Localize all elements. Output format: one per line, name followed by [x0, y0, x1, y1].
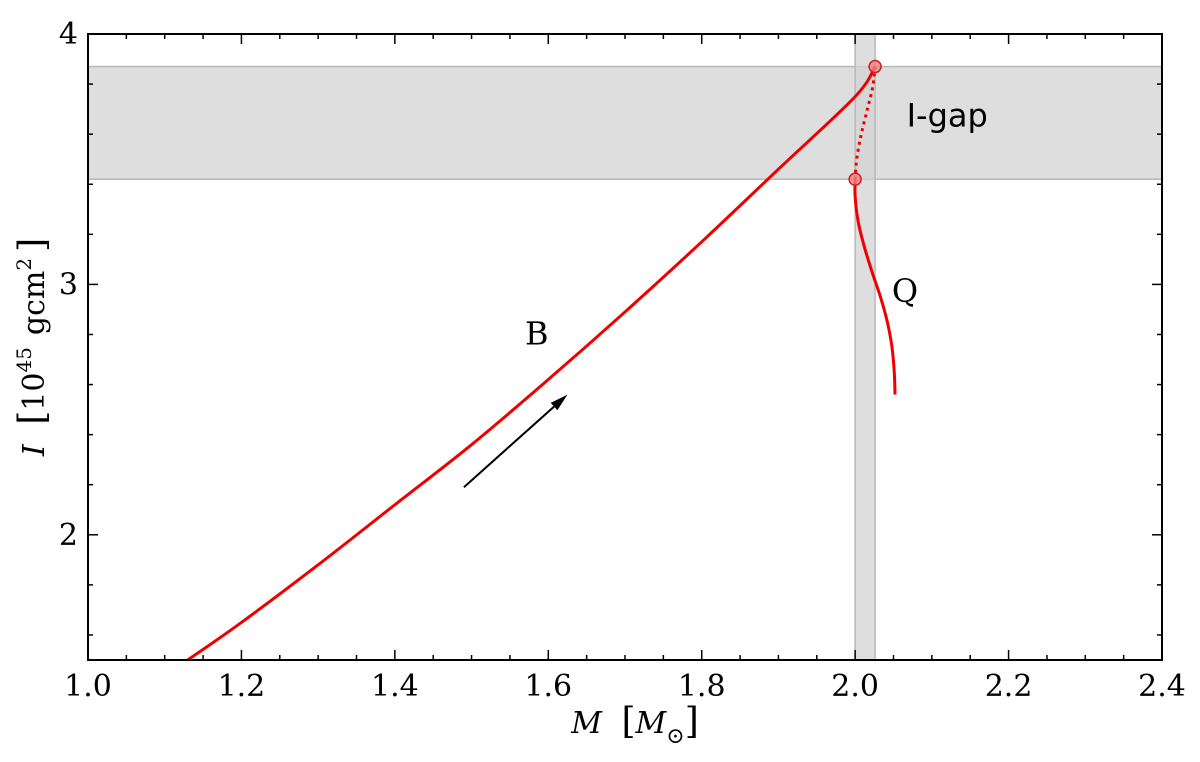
tick-labels: 1.0 1.2 1.4 1.6 1.8 2.0 2.2 2.4 2 3 4 — [59, 17, 1186, 704]
y-tick-label: 3 — [59, 267, 78, 302]
y-tick-label: 2 — [59, 518, 78, 553]
x-axis-var: M — [570, 706, 603, 741]
y-tick-label: 4 — [59, 17, 78, 52]
plot-frame — [87, 33, 1163, 661]
x-tick-label: 1.4 — [371, 669, 419, 704]
i-gap-band — [87, 65, 1163, 180]
annotation-q: Q — [892, 272, 918, 310]
annotation-i-gap: I-gap — [907, 97, 988, 135]
series-line-2 — [853, 179, 897, 395]
transition-marker-0 — [868, 59, 882, 74]
x-axis-unit: M — [635, 706, 668, 741]
annotation-b: B — [525, 314, 549, 352]
mass-band — [854, 33, 876, 661]
transition-markers — [848, 59, 882, 186]
series-line-0 — [186, 65, 877, 660]
series-line-1 — [853, 66, 877, 180]
x-axis-label: M [M⊙] — [570, 701, 699, 749]
y-axis-unit-exp: 45 — [12, 347, 36, 372]
x-tick-label: 1.6 — [524, 669, 572, 704]
x-tick-label: 1.0 — [64, 669, 112, 704]
y-axis-unit-prefix: 10 — [17, 373, 52, 411]
annotations: I-gap B Q — [525, 97, 988, 353]
x-tick-label: 1.8 — [678, 669, 726, 704]
arrow-shaft — [463, 405, 555, 488]
y-axis-label: I [1045gcm2] — [12, 238, 53, 457]
direction-arrow — [463, 394, 568, 488]
arrow-head — [550, 394, 568, 411]
curves — [186, 65, 897, 660]
x-axis-unit-sub: ⊙ — [666, 724, 684, 749]
y-axis-unit-main: gcm — [17, 271, 52, 335]
y-axis-unit-exp2: 2 — [12, 258, 36, 271]
x-tick-label: 2.2 — [985, 669, 1033, 704]
x-tick-label: 1.2 — [218, 669, 266, 704]
transition-marker-1 — [848, 172, 862, 186]
y-axis-var: I — [17, 443, 52, 457]
shaded-bands — [87, 33, 1163, 661]
x-tick-label: 2.4 — [1138, 669, 1186, 704]
x-tick-label: 2.0 — [831, 669, 879, 704]
